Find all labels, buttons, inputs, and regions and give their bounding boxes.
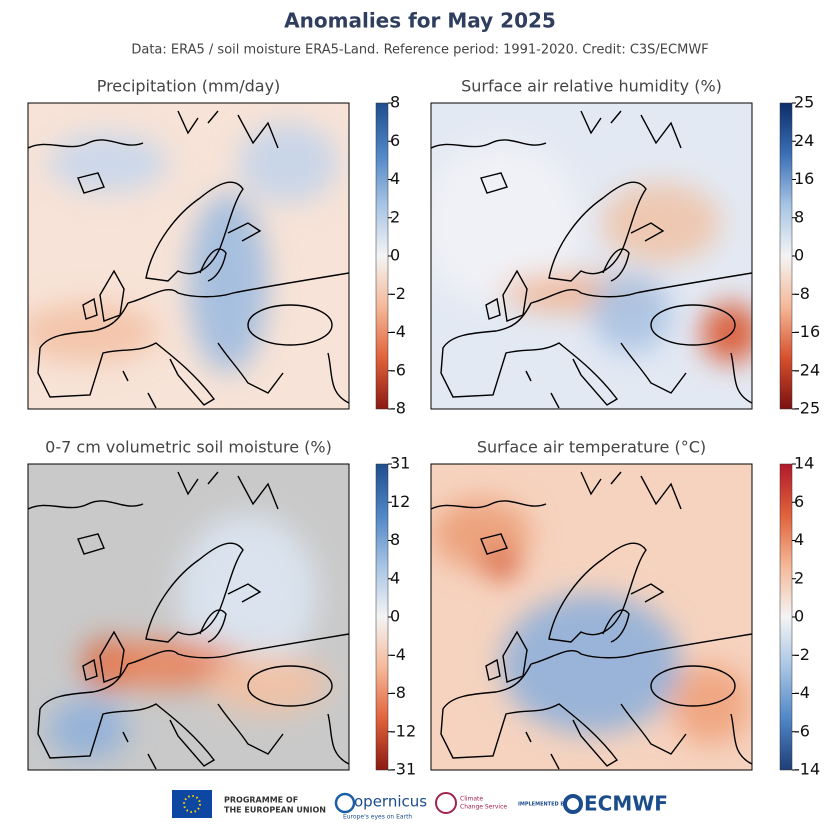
eu-flag xyxy=(172,790,212,818)
colorbar-label: 2 xyxy=(794,568,804,587)
colorbar-label: 31 xyxy=(390,454,410,473)
colorbar-label: 0 xyxy=(794,246,804,265)
colorbar-label: 4 xyxy=(794,530,804,549)
colorbar-label: -2 xyxy=(390,284,406,303)
colorbar-label: -8 xyxy=(390,683,406,702)
copernicus-logo: opernicus xyxy=(354,793,427,811)
eu-stars xyxy=(183,795,201,813)
anomaly-patch xyxy=(188,193,268,373)
anomaly-patch xyxy=(208,654,328,714)
copernicus-c xyxy=(334,792,356,814)
colorbar-label: -8 xyxy=(794,284,810,303)
colorbar-label: 6 xyxy=(794,492,804,511)
anomaly-patch xyxy=(501,594,681,734)
subtitle: Data: ERA5 / soil moisture ERA5-Land. Re… xyxy=(131,43,708,58)
anomaly-patch xyxy=(48,699,128,759)
map xyxy=(28,103,349,409)
colorbar-label: -14 xyxy=(794,760,820,779)
colorbar-label: 8 xyxy=(390,93,400,112)
map-frame xyxy=(27,463,350,771)
colorbar-label: 24 xyxy=(794,131,814,150)
colorbar-label: -4 xyxy=(390,322,406,341)
colorbar-label: 12 xyxy=(390,492,410,511)
anomaly-patch xyxy=(601,183,721,263)
panel: Surface air temperature (°C) 14 6 4 2 0 -2 -4 -6… xyxy=(430,438,820,779)
anomaly-field xyxy=(431,143,752,363)
title: Anomalies for May 2025 xyxy=(284,9,556,33)
panel-title: 0-7 cm volumetric soil moisture (%) xyxy=(45,438,332,457)
eu-text: THE EUROPEAN UNION xyxy=(224,806,326,815)
colorbar-label: 4 xyxy=(390,568,400,587)
colorbar-label: -8 xyxy=(390,399,406,418)
anomaly-patch xyxy=(88,639,248,689)
anomaly-patch xyxy=(591,273,671,353)
map-frame xyxy=(430,463,753,771)
colorbar-label: 0 xyxy=(794,607,804,626)
c3s-logo xyxy=(435,792,457,814)
anomaly-patch xyxy=(28,303,158,363)
colorbar-label: -6 xyxy=(390,360,406,379)
map xyxy=(28,464,349,770)
colorbar-label: -31 xyxy=(390,760,416,779)
implemented-by: IMPLEMENTED BY xyxy=(518,802,568,808)
colorbar-label: -4 xyxy=(390,645,406,664)
panel: Surface air relative humidity (%) 25 24 16 8… xyxy=(430,77,820,418)
map-frame xyxy=(27,102,350,410)
colorbar-label: 6 xyxy=(390,131,400,150)
panel-title: Surface air temperature (°C) xyxy=(477,438,706,457)
eu-text: PROGRAMME OF xyxy=(224,796,298,805)
colorbar xyxy=(375,463,389,771)
colorbar-label: 16 xyxy=(794,169,814,188)
ecmwf-logo: ECMWF xyxy=(584,792,668,816)
panel: 0-7 cm volumetric soil moisture (%) 31 12 8… xyxy=(27,438,416,779)
anomaly-patch xyxy=(431,143,581,303)
colorbar-label: -4 xyxy=(794,683,810,702)
colorbar-label: -16 xyxy=(794,322,820,341)
colorbar xyxy=(779,102,793,410)
anomaly-patch xyxy=(178,514,318,674)
colorbar-label: 14 xyxy=(794,454,814,473)
map xyxy=(431,464,752,770)
colorbar-label: 0 xyxy=(390,246,400,265)
panel: Precipitation (mm/day) 8 6 4 2 0 -2 -4 -6 -8 xyxy=(27,77,406,418)
anomaly-patch xyxy=(238,123,338,203)
colorbar xyxy=(779,463,793,771)
ecmwf-mark xyxy=(563,794,583,814)
copernicus-tagline: Europe's eyes on Earth xyxy=(343,814,412,821)
panel-title: Surface air relative humidity (%) xyxy=(461,77,722,96)
colorbar-label: 25 xyxy=(794,93,814,112)
anomaly-patch xyxy=(483,550,519,578)
colorbar-label: 8 xyxy=(390,530,400,549)
c3s-text: Climate xyxy=(460,796,483,803)
map xyxy=(431,103,752,409)
anomaly-patch xyxy=(701,303,752,363)
colorbar-label: -6 xyxy=(794,721,810,740)
anomaly-field xyxy=(48,514,328,759)
footer: PROGRAMME OF THE EUROPEAN UNION opernicu… xyxy=(172,790,668,821)
colorbar-label: 4 xyxy=(390,169,400,188)
colorbar-label: -12 xyxy=(390,721,416,740)
colorbar-label: -24 xyxy=(794,360,820,379)
anomaly-patch xyxy=(48,133,168,193)
panels: Precipitation (mm/day)86420-2-4-6-8Surfa… xyxy=(27,77,820,779)
panel-title: Precipitation (mm/day) xyxy=(97,77,281,96)
colorbar-label: 0 xyxy=(390,607,400,626)
map-frame xyxy=(430,102,753,410)
colorbar xyxy=(375,102,389,410)
colorbar-label: -2 xyxy=(794,645,810,664)
colorbar-label: 2 xyxy=(390,207,400,226)
anomaly-field xyxy=(431,499,751,744)
colorbar-label: 8 xyxy=(794,207,804,226)
colorbar-label: -25 xyxy=(794,399,820,418)
c3s-text: Change Service xyxy=(460,804,507,811)
